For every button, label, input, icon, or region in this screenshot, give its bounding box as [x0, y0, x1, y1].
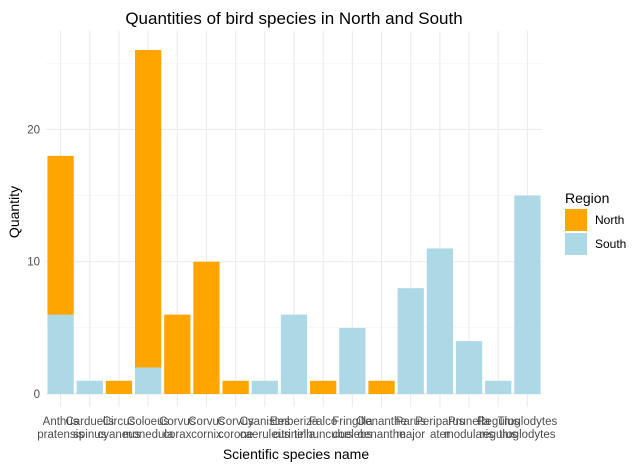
legend: Region North South	[565, 190, 626, 255]
y-tick-label: 0	[34, 389, 40, 401]
bar-north-11	[368, 380, 395, 394]
x-tick-label: Parus major	[396, 416, 426, 441]
x-tick-label: Circus cyaneus	[98, 416, 141, 441]
x-tick-label: Emberiza citrinella	[270, 416, 319, 441]
y-tick-label: 10	[27, 257, 40, 269]
legend-title: Region	[565, 190, 609, 206]
x-tick-label: Troglodytes troglodytes	[498, 416, 558, 441]
bar-south-16	[514, 195, 541, 394]
bar-south-12	[397, 288, 424, 394]
bar-south-3	[134, 367, 162, 394]
x-tick-label: Coloeus monedula	[123, 416, 174, 441]
bar-south-0	[47, 314, 74, 394]
bar-south-10	[339, 327, 366, 394]
x-tick-label: Anthus pratensis	[37, 416, 84, 441]
x-tick-label: Prunella modularis	[444, 416, 494, 441]
bar-north-4	[164, 314, 191, 394]
x-tick-label: Fringilla coelebs	[332, 416, 373, 441]
bar-south-7	[251, 380, 278, 394]
y-tick-label: 20	[27, 124, 40, 136]
x-tick-label: Cyanistes caeruleus	[240, 416, 291, 441]
bar-north-5	[193, 261, 220, 394]
bar-south-1	[76, 380, 103, 394]
x-tick-label: Oenanthe oenanthe	[356, 416, 407, 441]
bars	[47, 50, 541, 394]
bar-south-15	[485, 380, 512, 394]
bar-south-8	[280, 314, 308, 394]
legend-key-south	[565, 233, 587, 255]
x-tick-label: Carduelis spinus	[65, 416, 114, 441]
bar-north-6	[222, 380, 249, 394]
legend-key-north	[565, 209, 587, 231]
x-tick-label: Periparus ater	[415, 416, 464, 441]
x-tick-label: Falco tinnunculus	[294, 416, 352, 441]
x-tick-label: Corvus corax	[159, 416, 196, 441]
bar-south-14	[455, 341, 483, 394]
x-tick-label: Regulus regulus	[477, 416, 519, 441]
x-axis-title: Scientific species name	[223, 446, 370, 462]
x-tick-label: Corvus corone	[217, 416, 254, 441]
y-axis-ticks: 0 10 20	[27, 124, 40, 401]
bar-north-9	[310, 380, 337, 394]
bar-south-13	[426, 248, 454, 394]
bar-north-0	[47, 155, 74, 315]
bar-north-3	[134, 50, 162, 368]
y-axis-title: Quantity	[6, 186, 22, 238]
chart-title: Quantities of bird species in North and …	[125, 9, 462, 28]
legend-label-north: North	[595, 213, 624, 227]
legend-label-south: South	[595, 237, 626, 251]
x-tick-label: Corvus cornix	[188, 416, 225, 441]
bar-north-2	[105, 380, 133, 394]
